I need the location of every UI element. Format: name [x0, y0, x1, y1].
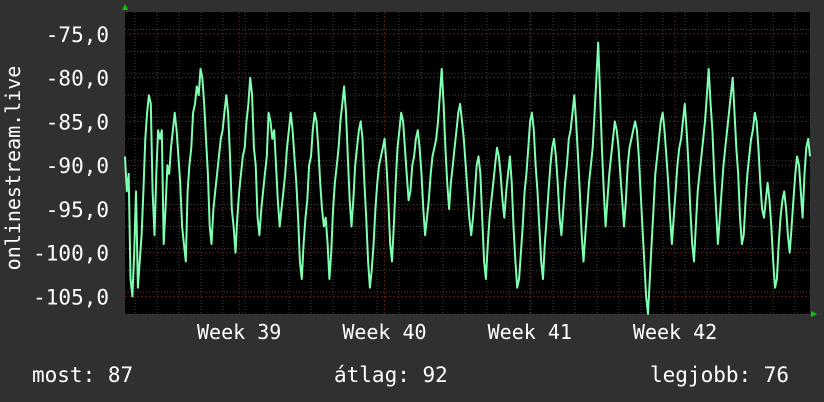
y-tick-label: -85,0	[46, 110, 109, 134]
x-tick-labels: Week 39 Week 40 Week 41 Week 42	[197, 320, 717, 344]
x-tick-label: Week 39	[197, 320, 281, 344]
y-tick-label: -75,0	[46, 23, 109, 47]
x-tick-label: Week 40	[342, 320, 426, 344]
x-tick-label: Week 41	[488, 320, 572, 344]
x-axis-arrow-icon	[811, 311, 817, 317]
y-tick-labels: -75,0 -80,0 -85,0 -90,0 -95,0 -100,0 -105,0	[33, 23, 109, 310]
y-tick-label: -80,0	[46, 67, 109, 91]
y-axis-label: onlinestream.live	[1, 66, 25, 271]
stat-best: legjobb: 76	[650, 363, 790, 387]
y-tick-label: -95,0	[46, 198, 109, 222]
y-tick-label: -105,0	[33, 285, 109, 309]
plot-area	[125, 12, 810, 314]
series-line	[124, 41, 811, 315]
stat-current: most: 87	[32, 363, 134, 387]
x-tick-label: Week 42	[633, 320, 717, 344]
y-tick-label: -100,0	[33, 242, 109, 266]
stat-average: átlag: 92	[334, 363, 448, 387]
y-axis-arrow-icon	[122, 4, 128, 10]
series-group	[124, 41, 811, 315]
y-tick-label: -90,0	[46, 154, 109, 178]
